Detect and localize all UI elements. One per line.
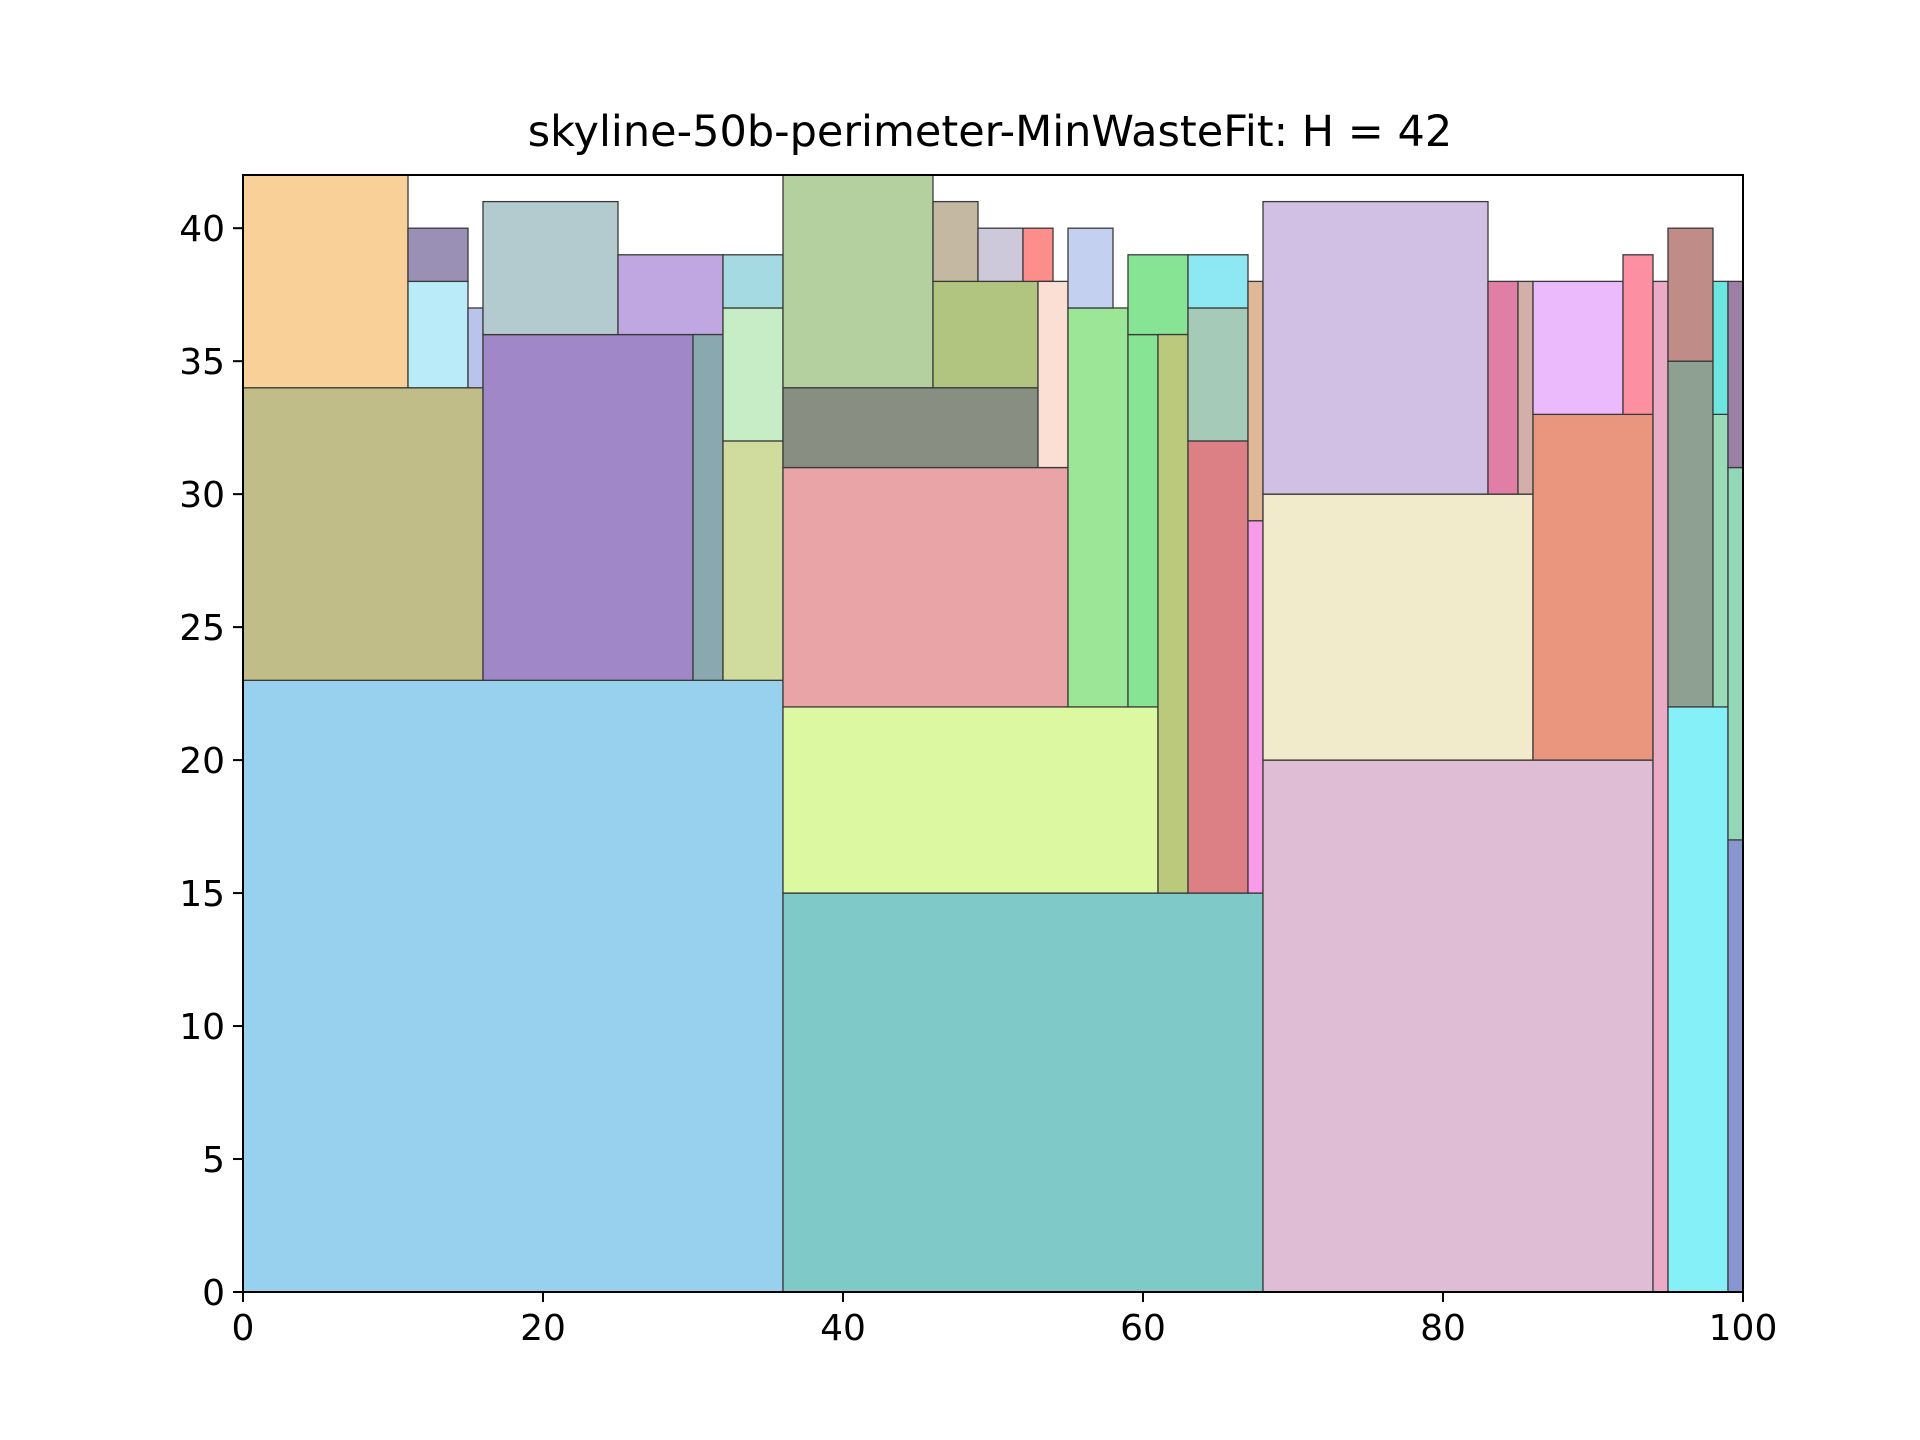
packed-rect-13 (782, 892, 1264, 1293)
packed-rect-3 (407, 280, 469, 389)
packed-rect-42 (1667, 706, 1729, 1293)
packed-rect-37 (1517, 280, 1534, 495)
packed-rect-35 (1262, 200, 1489, 495)
y-tick-label: 5 (202, 1140, 225, 1181)
plot-frame (242, 174, 1744, 1293)
packed-rect-17 (782, 174, 934, 389)
y-tick-label: 35 (179, 342, 225, 383)
packed-rect-30 (1187, 254, 1249, 309)
packed-rect-18 (932, 280, 1039, 389)
packed-rect-25 (1127, 333, 1159, 708)
packed-rect-4 (407, 227, 469, 283)
x-tick-label: 40 (820, 1308, 866, 1349)
packed-rect-11 (722, 307, 784, 442)
packed-rect-31 (1247, 520, 1264, 894)
packed-rect-7 (482, 200, 619, 336)
chart-title: skyline-50b-perimeter-MinWasteFit: H = 4… (528, 107, 1452, 157)
packed-rect-47 (1727, 839, 1744, 1293)
x-tick-label: 60 (1120, 1308, 1166, 1349)
x-tick-label: 0 (232, 1308, 255, 1349)
packed-rect-49 (1727, 280, 1744, 469)
packed-rect-38 (1532, 413, 1654, 761)
x-tick-label: 80 (1420, 1308, 1466, 1349)
packed-rect-36 (1487, 280, 1519, 495)
y-axis: 0 5 10 15 20 25 30 35 40 (179, 209, 243, 1314)
packed-rect-12 (722, 254, 784, 309)
y-tick-label: 30 (179, 475, 225, 516)
packed-rect-1 (242, 387, 484, 681)
packed-rect-24 (1067, 227, 1114, 309)
packed-rect-0 (242, 679, 784, 1293)
packed-rect-19 (932, 200, 979, 283)
y-tick-label: 40 (179, 209, 225, 250)
packed-rect-28 (1187, 440, 1249, 894)
packed-rect-16 (782, 387, 1039, 469)
packed-rect-48 (1727, 466, 1744, 841)
packed-rect-8 (617, 254, 724, 336)
packed-rect-2 (242, 174, 409, 389)
packed-rect-29 (1187, 307, 1249, 442)
packed-rect-9 (692, 333, 724, 681)
x-tick-label: 20 (520, 1308, 566, 1349)
x-tick-label: 100 (1709, 1308, 1778, 1349)
packed-rect-32 (1247, 280, 1264, 522)
packed-rect-33 (1262, 759, 1654, 1293)
packed-rect-41 (1652, 280, 1669, 1293)
packed-rect-40 (1622, 254, 1654, 416)
packed-rect-43 (1667, 360, 1714, 708)
packed-rect-44 (1667, 227, 1714, 362)
packed-rect-22 (1037, 280, 1069, 469)
packed-rect-10 (722, 440, 784, 681)
packed-rect-34 (1262, 493, 1534, 761)
packed-rect-46 (1712, 280, 1729, 416)
y-tick-label: 25 (179, 608, 225, 649)
rects-layer (242, 174, 1744, 1293)
packed-rect-23 (1067, 307, 1129, 708)
packed-rect-27 (1157, 333, 1189, 894)
packed-rect-21 (1022, 227, 1054, 283)
y-tick-label: 0 (202, 1273, 225, 1314)
y-tick-label: 20 (179, 741, 225, 782)
packed-rect-20 (977, 227, 1024, 283)
y-tick-label: 10 (179, 1007, 225, 1048)
y-tick-label: 15 (179, 874, 225, 915)
packed-rect-14 (782, 706, 1159, 894)
x-axis: 0 20 40 60 80 100 (232, 1292, 1778, 1349)
packed-rect-5 (467, 307, 484, 389)
packed-rect-15 (782, 466, 1069, 708)
packed-rect-26 (1127, 254, 1189, 336)
packed-rect-45 (1712, 413, 1729, 708)
packed-rect-39 (1532, 280, 1624, 416)
packed-rect-6 (482, 333, 694, 681)
